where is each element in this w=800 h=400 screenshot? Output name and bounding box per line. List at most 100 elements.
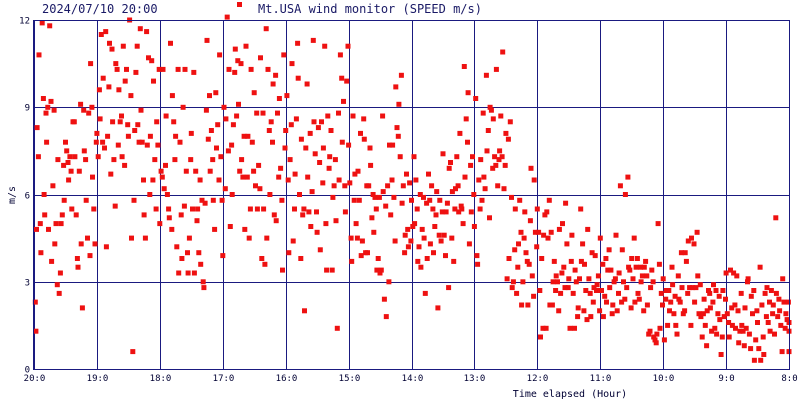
data-point — [685, 238, 691, 244]
data-point — [354, 235, 360, 241]
data-point — [714, 331, 720, 337]
data-point — [247, 206, 253, 212]
data-point — [359, 238, 365, 244]
data-point — [699, 334, 705, 340]
data-point — [337, 52, 343, 58]
data-point — [682, 308, 688, 314]
data-point — [702, 322, 708, 328]
data-point — [108, 171, 114, 177]
data-point — [188, 157, 194, 163]
data-point — [169, 226, 175, 232]
data-point — [455, 183, 461, 189]
y-tick-label: 6 — [25, 192, 30, 202]
data-point — [89, 104, 95, 110]
data-point — [150, 177, 156, 183]
data-point — [55, 157, 61, 163]
data-point — [48, 98, 54, 104]
data-point — [697, 282, 703, 288]
data-point — [503, 130, 509, 136]
data-point — [276, 96, 282, 101]
data-point — [582, 261, 587, 267]
data-point — [181, 203, 187, 209]
data-point — [160, 66, 166, 72]
data-point — [452, 206, 458, 212]
data-point — [546, 197, 552, 203]
data-point — [292, 171, 298, 177]
data-point — [319, 119, 324, 125]
data-point — [745, 276, 751, 282]
data-point — [453, 186, 458, 192]
data-point — [651, 334, 657, 340]
data-point — [42, 212, 48, 218]
data-point — [144, 29, 150, 35]
data-point — [229, 192, 235, 197]
data-point — [32, 299, 38, 305]
data-point — [728, 267, 733, 273]
data-point — [449, 235, 455, 241]
data-point — [625, 174, 631, 180]
data-point — [536, 229, 542, 235]
data-point — [166, 215, 172, 221]
data-point — [775, 314, 781, 320]
data-point — [767, 328, 773, 334]
data-point — [548, 229, 554, 235]
data-points — [32, 14, 792, 363]
data-point — [526, 261, 532, 267]
data-point — [383, 203, 389, 209]
data-point — [522, 209, 528, 215]
data-point — [336, 110, 341, 116]
data-point — [418, 264, 424, 270]
data-point — [609, 311, 615, 317]
x-tick-label: 14:0 — [402, 374, 424, 384]
data-point — [592, 253, 598, 259]
data-point — [270, 81, 276, 87]
data-point — [230, 122, 236, 128]
data-point — [578, 206, 584, 212]
data-point — [61, 197, 67, 203]
data-point — [395, 133, 401, 139]
data-point — [736, 340, 742, 346]
data-point — [594, 288, 599, 293]
data-point — [606, 247, 612, 253]
data-point — [542, 212, 548, 218]
data-point — [742, 305, 748, 311]
data-point — [695, 273, 701, 279]
data-point — [85, 235, 90, 241]
data-point — [297, 192, 302, 197]
data-point — [266, 128, 272, 133]
data-point — [46, 226, 51, 232]
data-point — [169, 93, 175, 99]
data-point — [88, 61, 94, 67]
data-point — [713, 288, 719, 293]
data-point — [439, 209, 445, 215]
data-point — [604, 299, 609, 305]
data-point — [168, 40, 173, 46]
data-point — [671, 311, 677, 317]
x-tick-label: 10:0 — [653, 374, 675, 384]
data-point — [578, 258, 584, 264]
data-point — [86, 110, 92, 116]
data-point — [534, 244, 540, 250]
data-point — [135, 122, 141, 128]
data-point — [731, 270, 737, 276]
data-point — [707, 305, 713, 311]
x-tick-label: 18:0 — [150, 374, 172, 384]
data-point — [635, 290, 641, 296]
data-point — [682, 250, 688, 256]
data-point — [44, 139, 50, 145]
data-point — [632, 299, 638, 305]
data-point — [72, 154, 78, 160]
data-point — [138, 107, 144, 113]
data-point — [680, 311, 686, 317]
x-axis-label: Time elapsed (Hour) — [513, 389, 627, 400]
data-point — [345, 43, 351, 49]
data-point — [317, 247, 323, 253]
data-point — [715, 311, 721, 317]
data-point — [236, 101, 241, 107]
data-point — [551, 258, 557, 264]
data-point — [493, 66, 499, 72]
data-point — [471, 224, 477, 229]
data-point — [540, 325, 546, 331]
data-point — [152, 157, 158, 163]
x-tick-label: 17:0 — [213, 374, 235, 384]
